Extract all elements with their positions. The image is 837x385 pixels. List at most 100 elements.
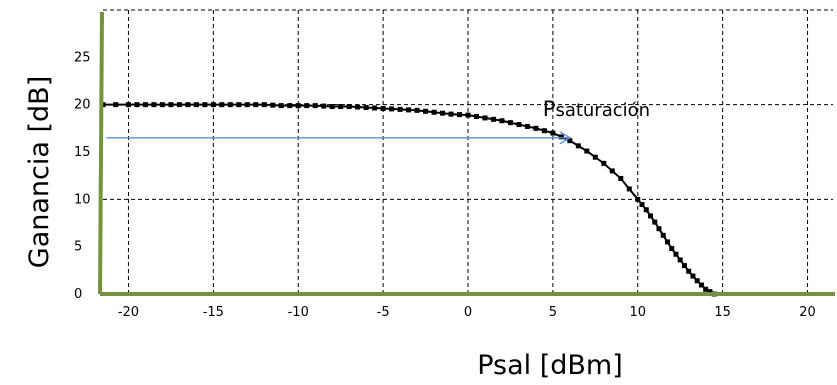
x-tick-label: 0 <box>464 305 472 320</box>
series-point <box>423 108 429 114</box>
series-point <box>168 102 174 108</box>
saturation-arrow <box>106 131 572 145</box>
series-point <box>414 107 420 113</box>
series-point <box>524 123 530 129</box>
series-point <box>278 103 284 109</box>
series-point <box>338 104 344 110</box>
series-point <box>287 103 293 109</box>
y-axis-line <box>98 11 104 295</box>
series-point <box>482 115 488 121</box>
series-point <box>652 219 658 225</box>
series-point <box>686 268 692 274</box>
x-tick-label: 20 <box>799 305 816 320</box>
series-point <box>465 112 471 118</box>
series-point <box>516 122 522 128</box>
series-point <box>236 102 242 108</box>
series-point <box>113 102 119 108</box>
saturation-annotation: Psaturación <box>543 97 650 121</box>
series-point <box>664 239 670 245</box>
series-point <box>609 168 615 174</box>
series-point <box>270 102 276 108</box>
series-point <box>541 128 547 134</box>
series-point <box>681 263 687 269</box>
series-point <box>618 176 624 182</box>
series-point <box>253 102 259 108</box>
series-point <box>457 112 463 118</box>
series-point <box>567 138 573 144</box>
x-tick-label: 15 <box>714 305 731 320</box>
series-point <box>643 207 649 213</box>
series-point <box>321 103 327 109</box>
series-point <box>448 111 454 117</box>
series-layer <box>100 102 717 297</box>
series-point <box>372 105 378 111</box>
y-tick-label: 25 <box>74 50 91 65</box>
x-tick-label: -15 <box>203 305 224 320</box>
series-point <box>673 251 679 257</box>
series-point <box>490 116 496 122</box>
series-point <box>176 102 182 108</box>
x-tick-label: -5 <box>377 305 390 320</box>
series-point <box>533 125 539 131</box>
axes <box>98 11 835 296</box>
series-point <box>389 106 395 112</box>
series-point <box>159 102 165 108</box>
series-point <box>380 105 386 111</box>
series-point <box>669 246 675 252</box>
y-tick-label: 5 <box>74 240 82 255</box>
series-point <box>397 106 403 112</box>
series-point <box>244 102 250 108</box>
series-point <box>125 102 131 108</box>
series-point <box>690 273 696 279</box>
series-point <box>499 118 505 124</box>
annotation-main: P <box>543 97 556 121</box>
grid-lines <box>103 9 833 294</box>
series-point <box>304 103 310 109</box>
x-tick-label: 10 <box>629 305 646 320</box>
series-point <box>550 130 556 136</box>
y-axis-label: Ganancia [dB] <box>24 76 55 268</box>
series-point <box>142 102 148 108</box>
series-point <box>202 102 208 108</box>
series-point <box>656 226 662 232</box>
series-point <box>261 102 267 108</box>
y-tick-label: 15 <box>74 145 91 160</box>
series-point <box>639 202 645 208</box>
series-point <box>406 107 412 113</box>
series-point <box>707 289 713 295</box>
series-point <box>626 186 632 192</box>
series-point <box>694 278 700 284</box>
series-point <box>558 134 564 140</box>
series-point <box>134 102 140 108</box>
series-point <box>703 286 709 292</box>
series-point <box>431 109 437 115</box>
x-tick-label: -10 <box>288 305 309 320</box>
annotation-sub: saturación <box>555 100 650 121</box>
series-point <box>210 102 216 108</box>
series-point <box>584 148 590 154</box>
series-point <box>185 102 191 108</box>
y-tick-label: 20 <box>74 98 91 113</box>
series-point <box>635 196 641 202</box>
series-point <box>312 103 318 109</box>
series-point <box>295 103 301 109</box>
series-point <box>473 114 479 119</box>
y-tick-label: 10 <box>74 192 91 207</box>
x-tick-label: 5 <box>549 305 557 320</box>
tick-labels: -20 -15 -10 -5 0 5 10 15 20 0 5 10 15 20 25 <box>74 50 816 320</box>
series-point <box>193 102 199 108</box>
series-point <box>363 105 369 111</box>
series-point <box>440 110 446 116</box>
series-point <box>592 154 598 160</box>
x-axis-label: Psal [dBm] <box>477 350 623 381</box>
series-point <box>219 102 225 108</box>
series-point <box>346 104 352 110</box>
series-point <box>648 213 653 219</box>
arrow-head <box>559 131 572 145</box>
x-tick-label: -20 <box>118 305 139 320</box>
series-point <box>601 160 607 166</box>
series-point <box>660 232 666 238</box>
series-point <box>227 102 233 108</box>
series-point <box>677 257 683 263</box>
